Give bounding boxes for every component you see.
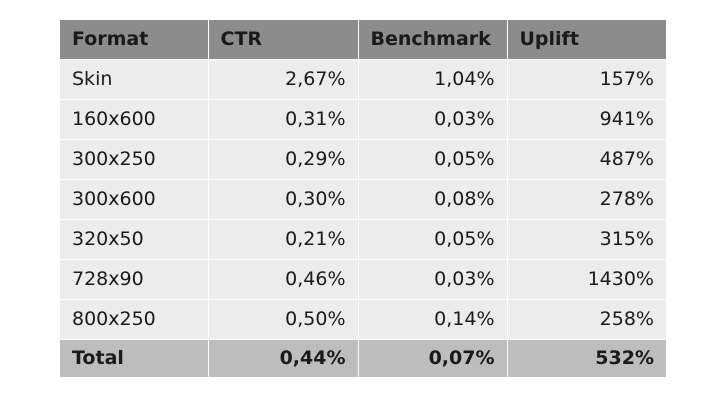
ctr-cell: 0,46% [208,259,359,300]
uplift-cell: 1430% [507,259,666,300]
format-cell: 160x600 [60,99,209,140]
table-row: 300x600 0,30% 0,08% 278% [60,179,666,220]
table-row: 300x250 0,29% 0,05% 487% [60,139,666,180]
uplift-cell: 941% [507,99,666,140]
table-header-row: Format CTR Benchmark Uplift [60,20,666,60]
uplift-cell: 258% [507,299,666,340]
format-cell: 300x600 [60,179,209,220]
benchmark-cell: 1,04% [358,59,508,100]
table-row: Skin 2,67% 1,04% 157% [60,59,666,100]
table-row: 160x600 0,31% 0,03% 941% [60,99,666,140]
column-header-benchmark: Benchmark [358,20,508,60]
benchmark-cell: 0,03% [358,259,508,300]
format-cell: Skin [60,59,209,100]
ctr-cell: 2,67% [208,59,359,100]
column-header-ctr: CTR [208,20,359,60]
ctr-cell: 0,30% [208,179,359,220]
ctr-cell: 0,29% [208,139,359,180]
total-ctr-cell: 0,44% [208,339,359,377]
benchmark-cell: 0,14% [358,299,508,340]
format-cell: 800x250 [60,299,209,340]
ctr-table: Format CTR Benchmark Uplift Skin 2,67% 1… [60,20,666,377]
uplift-cell: 315% [507,219,666,260]
column-header-uplift: Uplift [507,20,666,60]
format-cell: 320x50 [60,219,209,260]
total-uplift-cell: 532% [507,339,666,377]
uplift-cell: 157% [507,59,666,100]
benchmark-cell: 0,03% [358,99,508,140]
benchmark-cell: 0,08% [358,179,508,220]
table-row: 800x250 0,50% 0,14% 258% [60,299,666,340]
column-header-format: Format [60,20,209,60]
uplift-cell: 487% [507,139,666,180]
format-cell: 300x250 [60,139,209,180]
benchmark-cell: 0,05% [358,139,508,180]
total-benchmark-cell: 0,07% [358,339,508,377]
uplift-cell: 278% [507,179,666,220]
ctr-cell: 0,50% [208,299,359,340]
ctr-cell: 0,21% [208,219,359,260]
table-total-row: Total 0,44% 0,07% 532% [60,339,666,377]
total-label: Total [60,339,209,377]
table-row: 728x90 0,46% 0,03% 1430% [60,259,666,300]
ctr-cell: 0,31% [208,99,359,140]
benchmark-cell: 0,05% [358,219,508,260]
format-cell: 728x90 [60,259,209,300]
table-row: 320x50 0,21% 0,05% 315% [60,219,666,260]
